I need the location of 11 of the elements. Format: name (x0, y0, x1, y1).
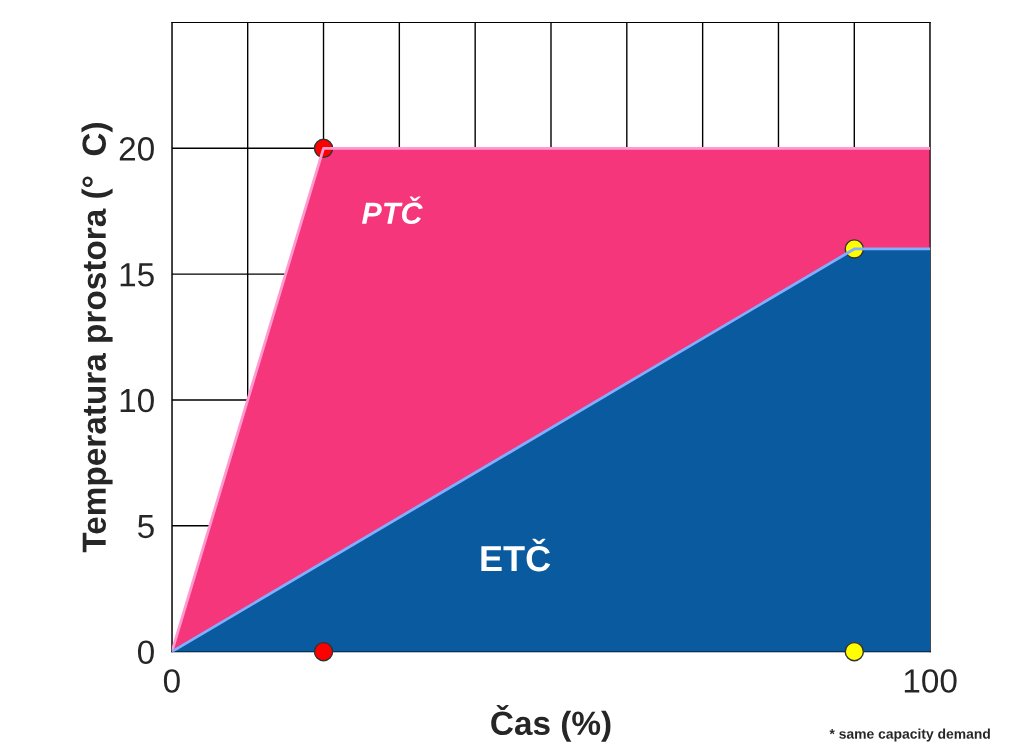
y-axis-title: Temperatura prostora (° C) (81, 123, 113, 553)
y-tick-label: 15 (120, 263, 154, 287)
y-tick-label: 20 (119, 137, 154, 161)
x-axis-title: Čas (%) (491, 704, 611, 742)
y-tick-label: 0 (137, 640, 154, 665)
y-tick-label: 5 (138, 514, 154, 539)
series-label: ETČ (481, 538, 551, 572)
y-tick-label: 10 (120, 388, 154, 413)
text: * same capacity demand (829, 728, 990, 742)
x-tick-label: 100 (904, 669, 957, 693)
series-label: PTČ (361, 196, 423, 225)
